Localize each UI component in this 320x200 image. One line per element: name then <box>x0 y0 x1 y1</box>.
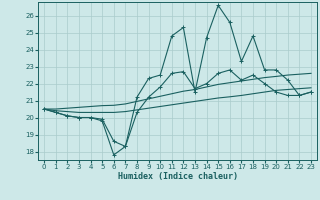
X-axis label: Humidex (Indice chaleur): Humidex (Indice chaleur) <box>118 172 238 181</box>
